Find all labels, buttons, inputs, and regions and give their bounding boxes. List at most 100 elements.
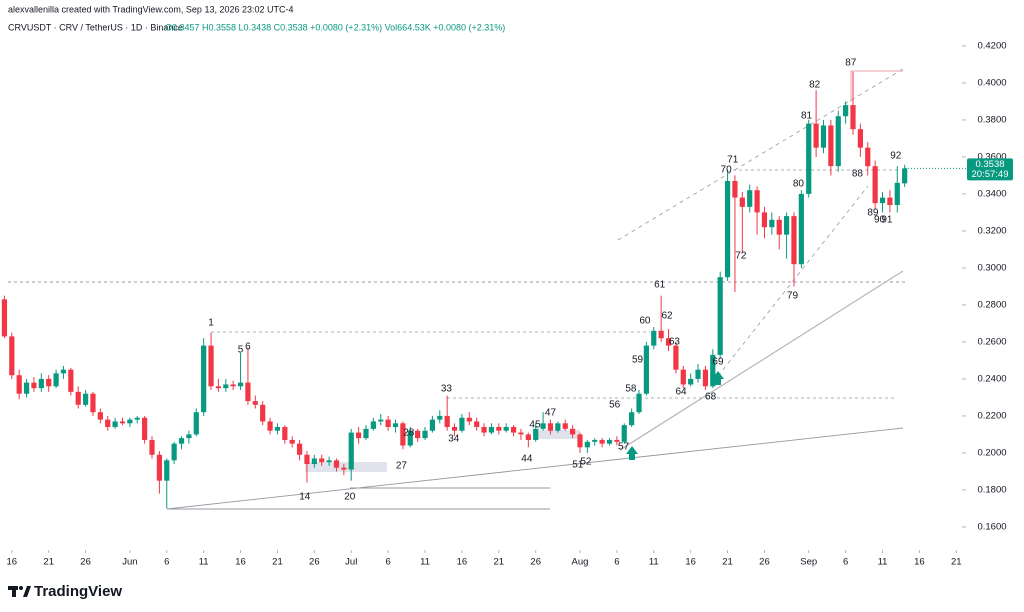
candle-body: [806, 123, 812, 194]
candle-body: [761, 212, 768, 228]
candle-body: [178, 438, 185, 444]
candle-body: [879, 197, 886, 204]
x-tick-label: 6: [164, 557, 169, 568]
candle-body: [481, 427, 487, 433]
candle-body: [311, 458, 317, 465]
x-tick-label: 26: [309, 557, 320, 568]
candle-body: [82, 393, 89, 405]
wave-label: 34: [448, 433, 460, 444]
candle-body: [658, 330, 664, 339]
wave-label: 56: [609, 399, 621, 410]
candle-body: [606, 439, 613, 444]
x-tick-label: 16: [457, 557, 468, 568]
candle-body: [813, 123, 819, 148]
wave-label: 1: [208, 317, 214, 328]
candle-body: [474, 421, 480, 428]
y-tick-label: 0.2000: [977, 447, 1006, 458]
candle-body: [208, 345, 214, 387]
candle-body: [252, 401, 258, 405]
x-tick-label: 11: [199, 557, 209, 568]
candle-body: [31, 382, 37, 389]
x-tick-label: 11: [420, 557, 430, 568]
wave-label: 52: [580, 457, 592, 468]
last-price-badge: [967, 158, 1013, 181]
wave-label: 71: [727, 155, 739, 166]
candle-body: [38, 378, 44, 389]
candle-body: [9, 336, 15, 376]
candle-body: [510, 427, 517, 433]
x-tick-label: 26: [759, 557, 770, 568]
candle-body: [562, 423, 568, 429]
x-tick-label: 16: [235, 557, 246, 568]
candle-body: [695, 369, 701, 379]
y-tick-label: 0.3400: [977, 188, 1006, 199]
candle-body: [392, 423, 399, 428]
candle-body: [356, 432, 362, 439]
logo-part: [19, 586, 23, 590]
candle-body: [673, 345, 679, 370]
candle-body: [570, 428, 576, 435]
wave-label: 27: [396, 461, 408, 472]
wave-label: 82: [809, 80, 821, 91]
candle-body: [127, 419, 133, 424]
candle-body: [237, 382, 244, 387]
x-tick-label: 11: [649, 557, 659, 568]
candle-body: [282, 427, 288, 440]
candle-body: [702, 369, 709, 387]
candle-body: [754, 190, 760, 213]
y-tick-label: 0.3600: [977, 151, 1006, 162]
wave-label: 51: [572, 460, 584, 471]
wave-label: 81: [801, 110, 813, 121]
x-tick-label: Jul: [345, 557, 357, 568]
candle-body: [533, 428, 539, 440]
candle-body: [289, 439, 295, 444]
candle-body: [23, 382, 30, 394]
candle-body: [835, 116, 841, 167]
candle-body: [902, 168, 908, 184]
wave-label: 5: [238, 345, 244, 356]
candle-body: [466, 417, 472, 422]
candle-body: [156, 454, 162, 481]
wave-label: 92: [890, 151, 902, 162]
x-tick-label: 6: [843, 557, 848, 568]
candle-body: [739, 197, 745, 207]
wave-label: 68: [705, 391, 717, 402]
drawings: [8, 68, 905, 510]
candle-body: [865, 147, 871, 167]
x-tick-label: Sep: [800, 557, 817, 568]
candle-body: [75, 391, 81, 405]
wave-label: 87: [845, 58, 857, 69]
candle-body: [296, 443, 303, 455]
arrow-up: [626, 446, 638, 460]
candle-body: [201, 345, 207, 413]
candle-body: [651, 330, 657, 346]
candle-body: [400, 423, 406, 446]
candle-body: [555, 423, 561, 431]
candle-body: [488, 427, 495, 433]
candle-body: [245, 382, 251, 402]
candle-body: [592, 439, 598, 442]
last-price-label: 0.3538: [975, 159, 1004, 170]
x-tick-label: 21: [951, 557, 962, 568]
candle-body: [828, 125, 834, 167]
wave-label: 44: [521, 453, 533, 464]
candle-body: [584, 441, 590, 448]
wave-label: 91: [881, 215, 893, 226]
wave-label: 70: [721, 165, 733, 176]
y-tick-label: 0.3800: [977, 114, 1006, 125]
x-tick-label: Aug: [572, 557, 589, 568]
candle-body: [783, 216, 790, 235]
wave-label: 89: [867, 208, 879, 219]
candle-body: [518, 432, 524, 435]
candle-body: [665, 338, 672, 346]
candle-body: [407, 430, 413, 446]
candle-body: [53, 373, 59, 387]
candle-body: [496, 427, 502, 431]
candle-body: [820, 125, 827, 148]
candle-body: [621, 425, 627, 442]
wave-label: 60: [639, 315, 651, 326]
y-tick-label: 0.3200: [977, 225, 1006, 236]
